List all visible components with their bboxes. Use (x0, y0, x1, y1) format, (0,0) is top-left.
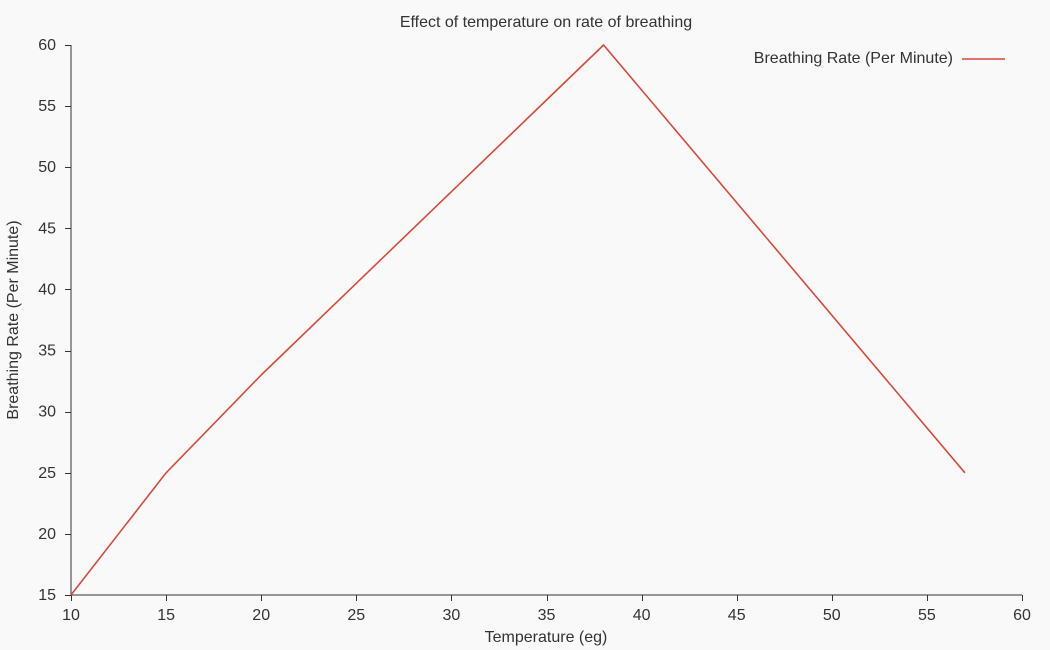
x-tick-label: 35 (538, 607, 556, 624)
x-axis-label: Temperature (eg) (485, 629, 608, 646)
x-axis-ticks: 10 15 20 25 30 35 40 45 50 55 60 (62, 595, 1031, 624)
axes (70, 45, 1022, 596)
series-line-1 (70, 44, 966, 596)
y-tick-label: 55 (38, 98, 56, 115)
chart-title: Effect of temperature on rate of breathi… (400, 14, 692, 31)
y-axis-ticks: 15 20 25 30 35 40 45 50 55 60 (38, 37, 71, 604)
x-tick-label: 10 (62, 607, 80, 624)
x-tick-label: 55 (918, 607, 936, 624)
x-tick-label: 25 (347, 607, 365, 624)
legend-label: Breathing Rate (Per Minute) (754, 50, 953, 67)
x-tick-label: 50 (823, 607, 841, 624)
y-tick-label: 45 (38, 220, 56, 237)
y-tick-label: 25 (38, 465, 56, 482)
x-tick-label: 60 (1013, 607, 1031, 624)
y-tick-label: 60 (38, 37, 56, 54)
y-tick-label: 30 (38, 404, 56, 421)
y-axis-label: Breathing Rate (Per Minute) (5, 220, 22, 419)
y-tick-label: 15 (38, 587, 56, 604)
x-tick-label: 15 (157, 607, 175, 624)
x-tick-label: 40 (633, 607, 651, 624)
x-tick-label: 30 (443, 607, 461, 624)
y-tick-label: 40 (38, 281, 56, 298)
series-layer (70, 44, 966, 596)
x-tick-label: 20 (252, 607, 270, 624)
legend: Breathing Rate (Per Minute) (754, 50, 1005, 67)
x-tick-label: 45 (728, 607, 746, 624)
y-tick-label: 50 (38, 159, 56, 176)
y-tick-label: 20 (38, 526, 56, 543)
y-tick-label: 35 (38, 343, 56, 360)
